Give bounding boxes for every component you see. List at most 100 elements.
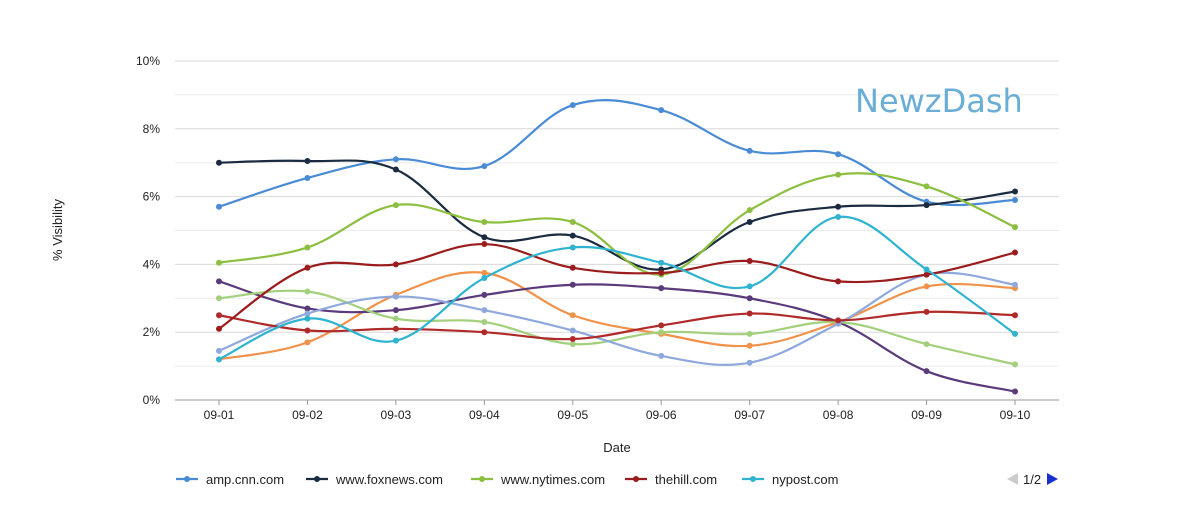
pager-prev-icon[interactable] xyxy=(1007,473,1018,485)
data-point[interactable] xyxy=(216,356,222,363)
data-point[interactable] xyxy=(923,271,930,278)
data-point[interactable] xyxy=(569,219,576,226)
data-point[interactable] xyxy=(746,310,753,317)
data-point[interactable] xyxy=(481,234,488,241)
data-point[interactable] xyxy=(569,244,576,251)
data-point[interactable] xyxy=(569,312,576,319)
data-point[interactable] xyxy=(569,232,576,239)
data-point[interactable] xyxy=(392,337,399,344)
data-point[interactable] xyxy=(746,283,753,290)
data-point[interactable] xyxy=(923,183,930,190)
pager-next-icon[interactable] xyxy=(1047,473,1058,485)
data-point[interactable] xyxy=(304,315,311,322)
data-point[interactable] xyxy=(658,107,665,114)
data-point[interactable] xyxy=(216,159,222,166)
data-point[interactable] xyxy=(1012,361,1018,368)
data-point[interactable] xyxy=(746,359,753,366)
data-point[interactable] xyxy=(392,325,399,332)
data-point[interactable] xyxy=(658,285,665,292)
data-point[interactable] xyxy=(1012,188,1018,195)
data-point[interactable] xyxy=(481,291,488,298)
data-point[interactable] xyxy=(569,341,576,348)
data-point[interactable] xyxy=(1012,224,1018,231)
data-point[interactable] xyxy=(216,295,222,302)
data-point[interactable] xyxy=(304,244,311,251)
data-point[interactable] xyxy=(923,266,930,273)
data-point[interactable] xyxy=(1012,312,1018,319)
data-point[interactable] xyxy=(304,327,311,334)
data-point[interactable] xyxy=(304,310,311,317)
data-point[interactable] xyxy=(923,341,930,348)
x-tick-label: 09-07 xyxy=(734,408,765,422)
data-point[interactable] xyxy=(569,281,576,288)
data-point[interactable] xyxy=(481,307,488,314)
data-point[interactable] xyxy=(569,264,576,271)
data-point[interactable] xyxy=(1012,249,1018,256)
data-point[interactable] xyxy=(304,174,311,181)
data-point[interactable] xyxy=(216,325,222,332)
data-point[interactable] xyxy=(746,330,753,337)
data-point[interactable] xyxy=(216,278,222,285)
data-point[interactable] xyxy=(746,258,753,265)
data-point[interactable] xyxy=(481,241,488,248)
data-point[interactable] xyxy=(304,305,311,312)
data-point[interactable] xyxy=(304,339,311,346)
data-point[interactable] xyxy=(658,322,665,329)
data-point[interactable] xyxy=(569,335,576,342)
legend-item[interactable]: nypost.com xyxy=(742,472,838,487)
data-point[interactable] xyxy=(216,347,222,354)
data-point[interactable] xyxy=(481,319,488,326)
data-point[interactable] xyxy=(835,213,842,220)
data-point[interactable] xyxy=(481,274,488,281)
data-point[interactable] xyxy=(304,288,311,295)
legend-item[interactable]: amp.cnn.com xyxy=(176,472,284,487)
data-point[interactable] xyxy=(1012,330,1018,337)
data-point[interactable] xyxy=(658,329,665,336)
data-point[interactable] xyxy=(481,329,488,336)
data-point[interactable] xyxy=(658,259,665,266)
data-point[interactable] xyxy=(746,295,753,302)
data-point[interactable] xyxy=(304,264,311,271)
data-point[interactable] xyxy=(392,156,399,163)
data-point[interactable] xyxy=(658,269,665,276)
data-point[interactable] xyxy=(746,219,753,226)
data-point[interactable] xyxy=(392,261,399,268)
data-point[interactable] xyxy=(1012,388,1018,395)
data-point[interactable] xyxy=(746,207,753,214)
data-point[interactable] xyxy=(392,307,399,314)
data-point[interactable] xyxy=(392,166,399,173)
data-point[interactable] xyxy=(216,312,222,319)
data-point[interactable] xyxy=(835,278,842,285)
data-point[interactable] xyxy=(304,158,311,165)
data-point[interactable] xyxy=(1012,281,1018,288)
data-point[interactable] xyxy=(835,317,842,324)
data-point[interactable] xyxy=(923,308,930,315)
data-point[interactable] xyxy=(835,203,842,210)
data-point[interactable] xyxy=(1012,196,1018,203)
data-point[interactable] xyxy=(658,352,665,359)
data-point[interactable] xyxy=(392,315,399,322)
data-point[interactable] xyxy=(481,219,488,226)
y-tick-label: 10% xyxy=(136,54,160,68)
data-point[interactable] xyxy=(923,283,930,290)
data-point[interactable] xyxy=(746,342,753,349)
data-point[interactable] xyxy=(481,163,488,170)
data-point[interactable] xyxy=(481,269,488,276)
x-tick-label: 09-03 xyxy=(381,408,412,422)
data-point[interactable] xyxy=(392,202,399,209)
data-point[interactable] xyxy=(569,102,576,109)
legend-item[interactable]: www.nytimes.com xyxy=(471,472,605,487)
data-point[interactable] xyxy=(569,327,576,334)
data-point[interactable] xyxy=(216,259,222,266)
data-point[interactable] xyxy=(835,171,842,178)
legend-item[interactable]: www.foxnews.com xyxy=(306,472,443,487)
data-point[interactable] xyxy=(923,202,930,209)
data-point[interactable] xyxy=(392,293,399,300)
legend-item[interactable]: thehill.com xyxy=(625,472,717,487)
data-point[interactable] xyxy=(923,368,930,375)
legend-label: nypost.com xyxy=(772,472,838,487)
data-point[interactable] xyxy=(746,147,753,154)
data-point[interactable] xyxy=(835,151,842,158)
data-point[interactable] xyxy=(216,203,222,210)
